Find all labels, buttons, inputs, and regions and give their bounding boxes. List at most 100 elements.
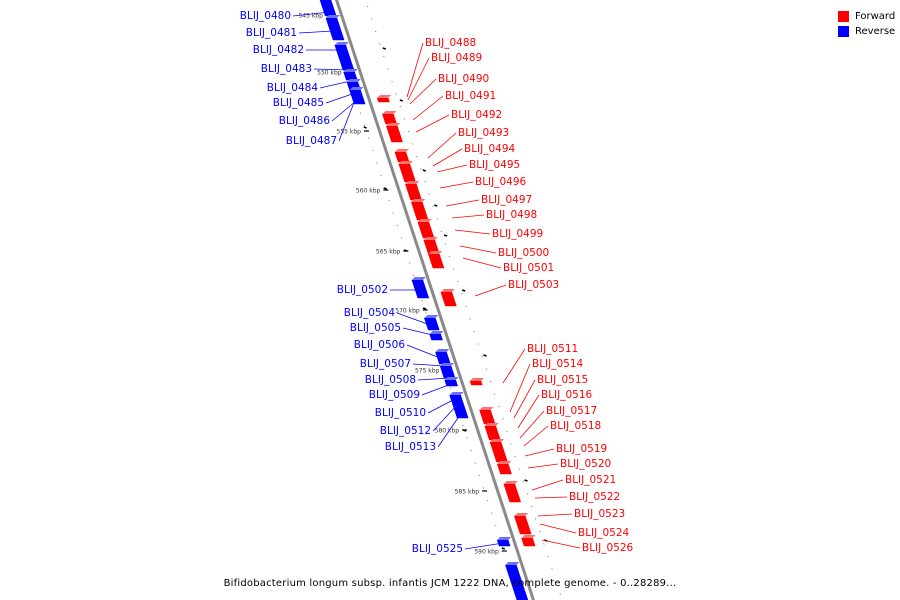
forward-gene-label[interactable]: BLIJ_0514 — [532, 358, 584, 370]
reverse-gene-label[interactable]: BLIJ_0481 — [246, 27, 297, 39]
reverse-gene-label[interactable]: BLIJ_0506 — [354, 339, 406, 351]
forward-gene-block[interactable] — [385, 125, 403, 143]
forward-gene-label[interactable]: BLIJ_0490 — [438, 73, 489, 85]
forward-gene-label[interactable]: BLIJ_0518 — [550, 420, 601, 432]
forward-gene-label[interactable]: BLIJ_0496 — [475, 176, 527, 188]
forward-gene-leader — [412, 95, 444, 121]
forward-gene-leader — [527, 463, 559, 469]
forward-gene-label[interactable]: BLIJ_0497 — [481, 194, 532, 206]
reverse-gene-block[interactable] — [349, 89, 366, 105]
forward-gene-label[interactable]: BLIJ_0522 — [569, 491, 620, 503]
forward-gene-label[interactable]: BLIJ_0498 — [486, 209, 537, 221]
forward-gene-block-top — [428, 251, 443, 254]
forward-gene-label[interactable]: BLIJ_0500 — [498, 247, 549, 259]
forward-gene-block[interactable] — [469, 380, 483, 386]
reverse-gene-label[interactable]: BLIJ_0507 — [360, 358, 411, 370]
minor-tick — [466, 437, 468, 439]
ruler-tick-label: 565 kbp — [376, 249, 401, 256]
forward-gene-label[interactable]: BLIJ_0499 — [492, 228, 543, 240]
reverse-gene-label[interactable]: BLIJ_0510 — [375, 407, 426, 419]
reverse-gene-label[interactable]: BLIJ_0505 — [350, 322, 401, 334]
forward-gene-label[interactable]: BLIJ_0516 — [541, 389, 593, 401]
reverse-gene-label[interactable]: BLIJ_0513 — [385, 441, 436, 453]
reverse-gene-label[interactable]: BLIJ_0483 — [261, 63, 312, 75]
forward-gene-label[interactable]: BLIJ_0519 — [556, 443, 607, 455]
forward-gene-block[interactable] — [427, 253, 445, 269]
reverse-gene-leader — [464, 542, 504, 550]
forward-gene-leader — [451, 214, 485, 219]
forward-gene-label[interactable]: BLIJ_0493 — [458, 127, 509, 139]
reverse-gene-leader — [292, 11, 331, 17]
forward-gene-block[interactable] — [405, 183, 422, 201]
forward-gene-label[interactable]: BLIJ_0503 — [508, 279, 559, 291]
forward-gene-block[interactable] — [484, 425, 501, 441]
forward-gene-block[interactable] — [503, 483, 522, 503]
minor-tick — [388, 199, 390, 202]
reverse-gene-block[interactable] — [319, 0, 337, 17]
forward-gene-block-top — [405, 181, 420, 184]
ruler-tick-label: 580 kbp — [435, 428, 460, 435]
forward-gene-label[interactable]: BLIJ_0501 — [503, 262, 554, 274]
reverse-gene-label[interactable]: BLIJ_0487 — [286, 135, 337, 147]
forward-gene-label[interactable]: BLIJ_0515 — [537, 374, 588, 386]
forward-gene-label[interactable]: BLIJ_0511 — [527, 343, 578, 355]
reverse-gene-label[interactable]: BLIJ_0508 — [365, 374, 416, 386]
reverse-gene-block[interactable] — [449, 394, 469, 419]
reverse-gene-block[interactable] — [435, 351, 451, 365]
forward-gene-label[interactable]: BLIJ_0488 — [425, 37, 476, 49]
forward-gene-label[interactable]: BLIJ_0489 — [431, 52, 482, 64]
reverse-gene-label[interactable]: BLIJ_0485 — [273, 97, 324, 109]
forward-gene-label[interactable]: BLIJ_0492 — [451, 109, 502, 121]
forward-gene-label[interactable]: BLIJ_0517 — [546, 405, 597, 417]
minor-tick — [478, 474, 481, 477]
reverse-gene-block[interactable] — [325, 17, 345, 41]
forward-gene-block[interactable] — [513, 515, 532, 535]
reverse-gene-block[interactable] — [429, 333, 443, 341]
reverse-gene-block[interactable] — [411, 279, 430, 299]
forward-gene-label[interactable]: BLIJ_0526 — [582, 542, 634, 554]
minor-tick — [392, 212, 395, 214]
minor-tick — [407, 130, 410, 133]
forward-gene-label[interactable]: BLIJ_0495 — [469, 159, 520, 171]
reverse-gene-label[interactable]: BLIJ_0502 — [337, 284, 388, 296]
reverse-gene-block[interactable] — [444, 379, 458, 387]
forward-gene-label[interactable]: BLIJ_0494 — [464, 143, 516, 155]
forward-gene-block-top — [417, 219, 432, 222]
forward-gene-block[interactable] — [394, 151, 410, 163]
reverse-gene-label[interactable]: BLIJ_0509 — [369, 389, 420, 401]
reverse-gene-label[interactable]: BLIJ_0525 — [412, 543, 463, 555]
reverse-gene-block-top — [343, 69, 358, 72]
forward-gene-label[interactable]: BLIJ_0491 — [445, 90, 496, 102]
forward-gene-block[interactable] — [398, 163, 417, 183]
reverse-gene-block[interactable] — [496, 539, 511, 547]
minor-tick — [428, 193, 430, 195]
reverse-gene-block[interactable] — [343, 71, 358, 81]
forward-gene-block-top — [514, 513, 529, 516]
forward-gene-block-top — [440, 289, 455, 292]
forward-gene-block[interactable] — [440, 291, 457, 307]
forward-gene-label[interactable]: BLIJ_0524 — [578, 527, 630, 539]
reverse-gene-block[interactable] — [423, 317, 440, 331]
forward-gene-block[interactable] — [417, 221, 435, 239]
forward-gene-leader — [432, 148, 463, 167]
reverse-gene-label[interactable]: BLIJ_0482 — [253, 44, 304, 56]
forward-gene-block[interactable] — [410, 201, 429, 221]
forward-gene-block[interactable] — [521, 537, 536, 547]
reverse-gene-label[interactable]: BLIJ_0504 — [344, 307, 396, 319]
forward-gene-label[interactable]: BLIJ_0523 — [574, 508, 625, 520]
forward-gene-label[interactable]: BLIJ_0521 — [565, 474, 616, 486]
minor-tick — [432, 205, 434, 208]
minor-tick — [412, 274, 415, 277]
forward-gene-block[interactable] — [489, 441, 508, 463]
reverse-gene-label[interactable]: BLIJ_0480 — [240, 10, 291, 22]
reverse-gene-label[interactable]: BLIJ_0512 — [380, 425, 431, 437]
reverse-gene-label[interactable]: BLIJ_0486 — [279, 115, 331, 127]
forward-gene-block[interactable] — [496, 463, 512, 475]
reverse-gene-label[interactable]: BLIJ_0484 — [267, 82, 319, 94]
reverse-gene-block[interactable] — [439, 365, 456, 379]
minor-tick — [391, 80, 393, 83]
forward-gene-block[interactable] — [376, 97, 390, 103]
forward-gene-label[interactable]: BLIJ_0520 — [560, 458, 611, 470]
forward-gene-block[interactable] — [382, 113, 398, 125]
forward-gene-block[interactable] — [479, 409, 496, 425]
